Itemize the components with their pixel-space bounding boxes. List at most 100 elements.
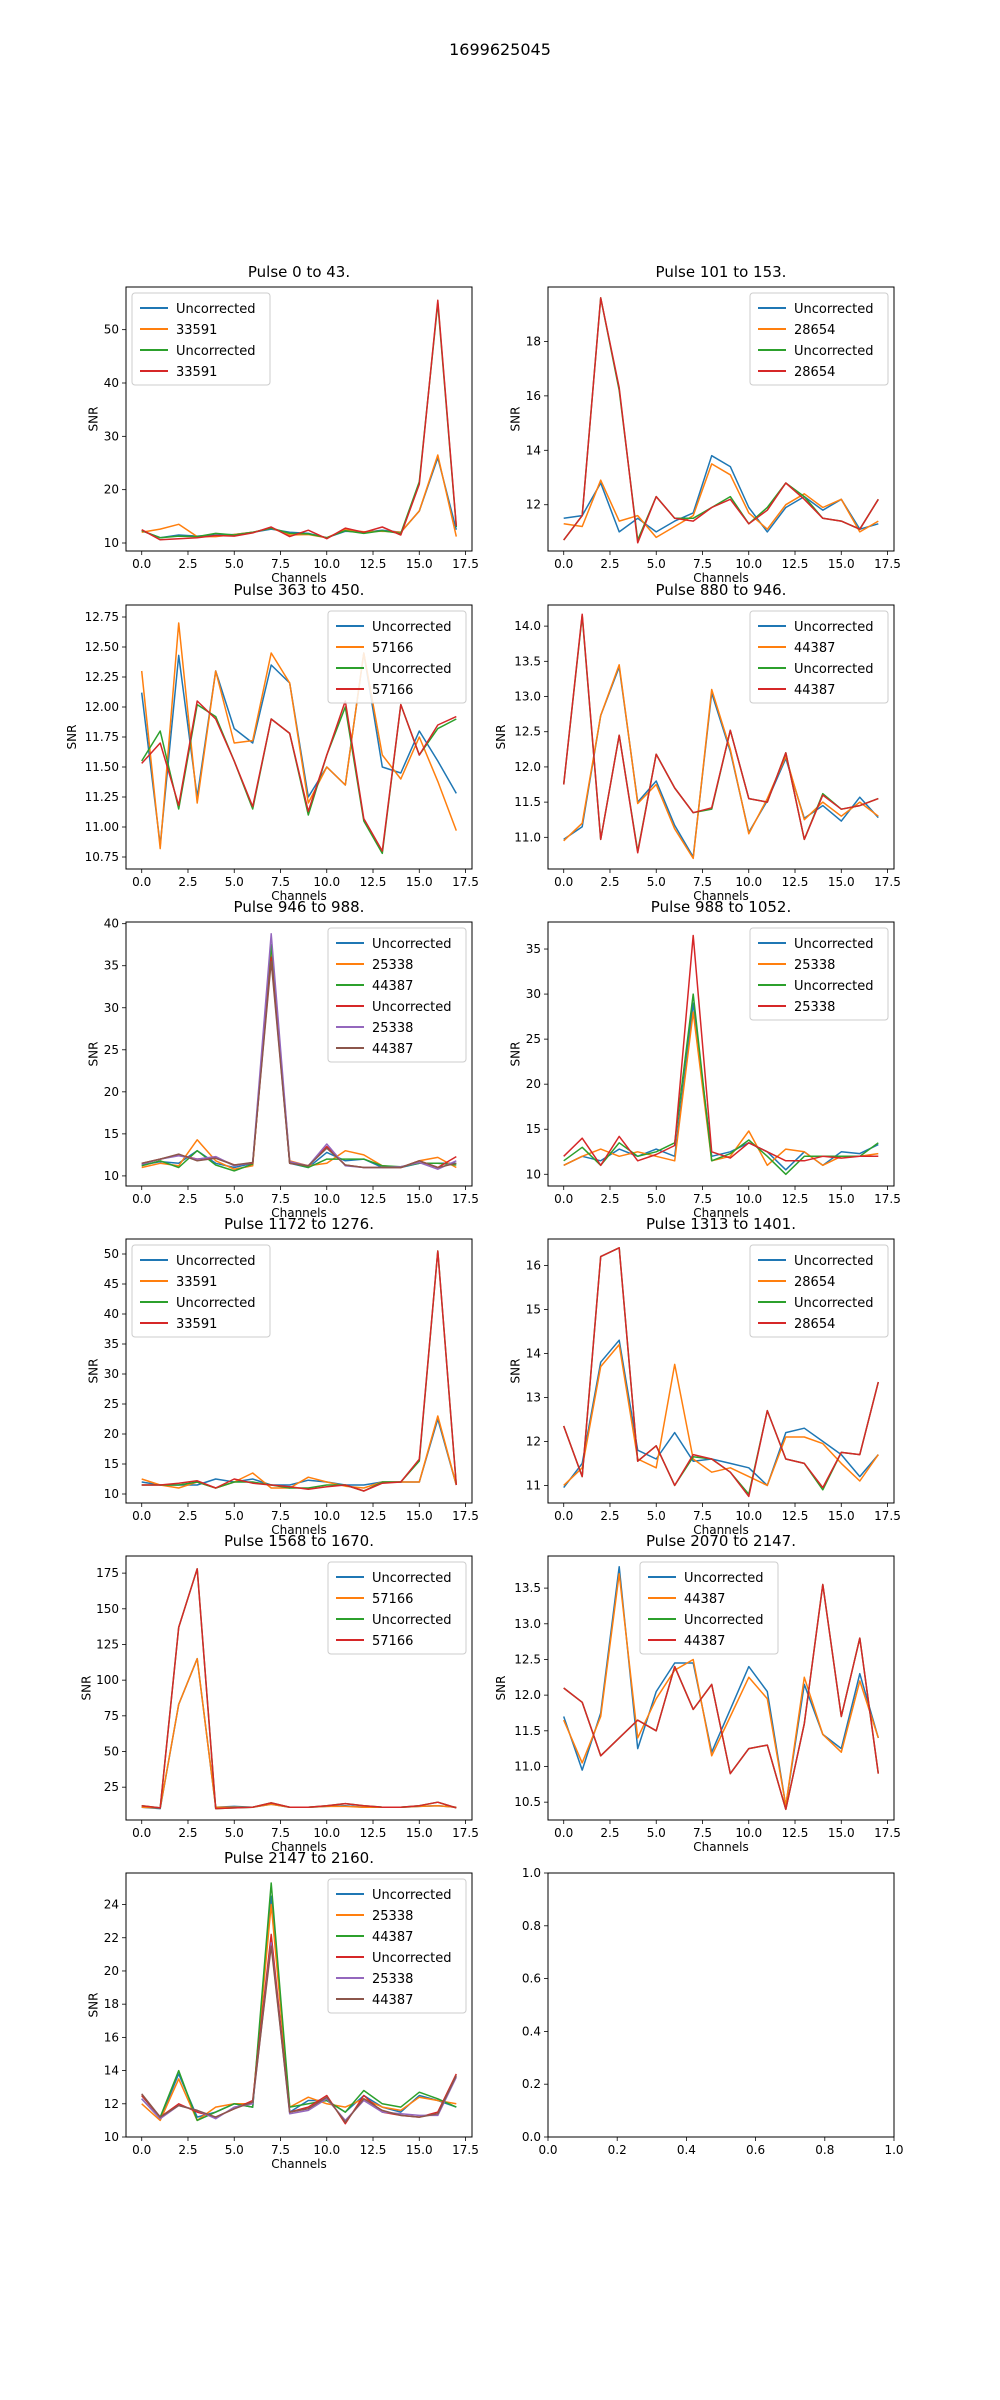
- legend-label: Uncorrected: [794, 937, 874, 952]
- y-tick-label: 16: [526, 389, 541, 403]
- y-tick-label: 10: [104, 1169, 119, 1183]
- x-tick-label: 7.5: [693, 1826, 712, 1840]
- series-line-4: [141, 700, 457, 852]
- x-tick-label: 10.0: [313, 1826, 340, 1840]
- y-tick-label: 15: [526, 1302, 541, 1316]
- legend-label: Uncorrected: [176, 1254, 256, 1269]
- y-tick-label: 11.25: [85, 790, 119, 804]
- y-tick-label: 11.75: [85, 730, 119, 744]
- legend-box: [327, 1878, 467, 2014]
- legend-label: 33591: [176, 1275, 217, 1290]
- legend: Uncorrected 25338 44387 Uncorrected 25338 443…: [327, 1878, 467, 2014]
- x-tick-label: 7.5: [271, 1192, 290, 1206]
- legend-box: [749, 610, 889, 704]
- y-tick-label: 16: [526, 1258, 541, 1272]
- legend-label: Uncorrected: [794, 1254, 874, 1269]
- x-tick-label: 5.0: [225, 1826, 244, 1840]
- x-tick-label: 15.0: [828, 557, 855, 571]
- legend-label: Uncorrected: [176, 1296, 256, 1311]
- x-tick-label: 5.0: [647, 1192, 666, 1206]
- y-tick-label: 18: [104, 1997, 119, 2011]
- x-tick-label: 10.0: [313, 875, 340, 889]
- x-tick-label: 17.5: [452, 557, 479, 571]
- legend-label: 25338: [794, 1000, 835, 1015]
- x-tick-label: 2.5: [600, 1192, 619, 1206]
- series-line-4: [563, 1583, 880, 1811]
- y-tick-label: 12: [526, 498, 541, 512]
- legend-label: 33591: [176, 365, 217, 380]
- x-tick-label: 10.0: [735, 1192, 762, 1206]
- y-axis-label: SNR: [87, 1042, 101, 1067]
- y-tick-label: 12.5: [514, 1652, 541, 1666]
- y-tick-label: 22: [104, 1931, 119, 1945]
- legend-label: Uncorrected: [372, 1613, 452, 1628]
- y-tick-label: 40: [104, 917, 119, 931]
- x-tick-label: 10.0: [313, 1192, 340, 1206]
- x-tick-label: 5.0: [225, 875, 244, 889]
- y-tick-label: 25: [104, 1780, 119, 1794]
- x-tick-label: 12.5: [360, 1826, 387, 1840]
- series-line-4: [141, 299, 458, 541]
- y-tick-label: 16: [104, 2030, 119, 2044]
- y-tick-label: 14.0: [514, 619, 541, 633]
- legend-label: 44387: [794, 641, 835, 656]
- legend-label: 57166: [372, 683, 413, 698]
- legend: Uncorrected 57166 Uncorrected 57166: [327, 610, 467, 704]
- legend-label: Uncorrected: [372, 662, 452, 677]
- x-tick-label: 2.5: [178, 875, 197, 889]
- series-line-4: [563, 297, 879, 544]
- y-axis-label: SNR: [79, 1676, 93, 1701]
- x-tick-label: 12.5: [782, 1826, 809, 1840]
- x-axis-label: Channels: [271, 889, 327, 903]
- y-tick-label: 11.0: [514, 830, 541, 844]
- x-tick-label: 15.0: [406, 1509, 433, 1523]
- x-tick-label: 5.0: [647, 1509, 666, 1523]
- x-tick-label: 7.5: [271, 557, 290, 571]
- legend-label: Uncorrected: [176, 344, 256, 359]
- legend-label: 44387: [794, 683, 835, 698]
- subplot-3: 0.0 2.5 5.0 7.5 10.0 12.5 15.0 17.5 10.75 11.00 11…: [65, 581, 479, 903]
- x-tick-label: 17.5: [874, 875, 901, 889]
- x-tick-label: 0.0: [554, 875, 573, 889]
- y-tick-label: 12.25: [85, 670, 119, 684]
- x-tick-label: 7.5: [693, 1192, 712, 1206]
- x-axis-label: Channels: [271, 1523, 327, 1537]
- x-tick-label: 7.5: [271, 2143, 290, 2157]
- y-tick-label: 11.50: [85, 760, 119, 774]
- legend-label: 28654: [794, 323, 835, 338]
- x-tick-label: 12.5: [782, 875, 809, 889]
- legend: Uncorrected 44387 Uncorrected 44387: [639, 1561, 779, 1655]
- series-line-1: [141, 456, 458, 539]
- y-axis-label: SNR: [509, 1042, 523, 1067]
- subplot-title: Pulse 2070 to 2147.: [646, 1532, 796, 1550]
- x-tick-label: 15.0: [828, 1509, 855, 1523]
- x-tick-label: 2.5: [600, 1826, 619, 1840]
- y-tick-label: 30: [526, 987, 541, 1001]
- y-tick-label: 13.0: [514, 1617, 541, 1631]
- y-tick-label: 12: [526, 1434, 541, 1448]
- legend-label: 25338: [372, 958, 413, 973]
- y-tick-label: 30: [104, 1001, 119, 1015]
- legend: Uncorrected 28654 Uncorrected 28654: [749, 1244, 889, 1338]
- series-line-2: [563, 664, 879, 860]
- y-tick-label: 20: [104, 1964, 119, 1978]
- y-tick-label: 0.8: [522, 1919, 541, 1933]
- x-tick-label: 7.5: [271, 1509, 290, 1523]
- legend-label: 28654: [794, 1317, 835, 1332]
- x-tick-label: 0.0: [554, 1192, 573, 1206]
- y-tick-label: 12.5: [514, 725, 541, 739]
- legend-label: Uncorrected: [794, 662, 874, 677]
- x-tick-label: 1.0: [884, 2143, 903, 2157]
- x-tick-label: 0.0: [554, 557, 573, 571]
- x-tick-label: 15.0: [828, 1826, 855, 1840]
- x-tick-label: 5.0: [225, 557, 244, 571]
- y-tick-label: 100: [96, 1673, 119, 1687]
- plot-frame: [125, 1238, 473, 1504]
- series-line-2: [563, 463, 879, 539]
- y-tick-label: 14: [104, 2064, 119, 2078]
- x-tick-label: 17.5: [452, 2143, 479, 2157]
- y-tick-label: 150: [96, 1602, 119, 1616]
- x-tick-label: 17.5: [874, 1192, 901, 1206]
- legend-label: 33591: [176, 1317, 217, 1332]
- y-tick-label: 25: [104, 1043, 119, 1057]
